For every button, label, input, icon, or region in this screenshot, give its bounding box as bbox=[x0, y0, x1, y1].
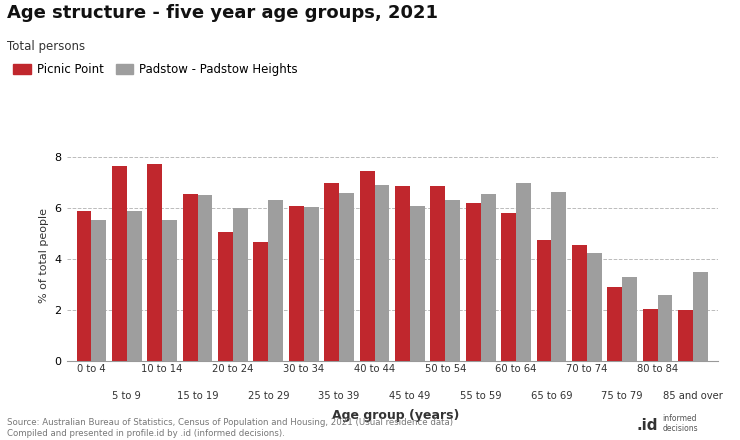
Bar bbox=[218, 232, 233, 361]
Text: 75 to 79: 75 to 79 bbox=[602, 391, 643, 401]
Bar bbox=[481, 194, 496, 361]
Bar bbox=[303, 207, 319, 361]
Bar bbox=[339, 193, 354, 361]
Legend: Picnic Point, Padstow - Padstow Heights: Picnic Point, Padstow - Padstow Heights bbox=[13, 63, 297, 76]
Text: Source: Australian Bureau of Statistics, Census of Population and Housing, 2021 : Source: Australian Bureau of Statistics,… bbox=[7, 418, 454, 438]
Bar bbox=[289, 205, 303, 361]
Bar bbox=[431, 187, 445, 361]
Text: .id: .id bbox=[636, 418, 658, 433]
Bar bbox=[183, 194, 198, 361]
Bar bbox=[551, 191, 566, 361]
Bar bbox=[269, 201, 283, 361]
Bar bbox=[445, 201, 460, 361]
Bar bbox=[501, 213, 516, 361]
Text: informed
decisions: informed decisions bbox=[662, 414, 698, 433]
Bar bbox=[198, 195, 212, 361]
Bar bbox=[360, 171, 374, 361]
Bar bbox=[465, 203, 481, 361]
Text: 25 to 29: 25 to 29 bbox=[247, 391, 289, 401]
Bar bbox=[112, 166, 127, 361]
Text: Age structure - five year age groups, 2021: Age structure - five year age groups, 20… bbox=[7, 4, 438, 22]
Bar bbox=[91, 220, 107, 361]
Text: 45 to 49: 45 to 49 bbox=[389, 391, 431, 401]
Bar bbox=[622, 277, 637, 361]
Text: 35 to 39: 35 to 39 bbox=[318, 391, 360, 401]
Bar bbox=[587, 253, 602, 361]
Bar bbox=[395, 187, 410, 361]
Bar bbox=[678, 310, 693, 361]
Bar bbox=[374, 185, 389, 361]
Bar bbox=[147, 164, 162, 361]
Text: 15 to 19: 15 to 19 bbox=[177, 391, 218, 401]
Bar bbox=[516, 183, 531, 361]
Text: Age group (years): Age group (years) bbox=[332, 409, 460, 422]
Bar bbox=[693, 272, 708, 361]
Bar bbox=[254, 242, 269, 361]
Bar bbox=[658, 295, 673, 361]
Bar bbox=[608, 287, 622, 361]
Bar bbox=[643, 308, 658, 361]
Bar bbox=[410, 205, 425, 361]
Bar bbox=[76, 211, 91, 361]
Text: 5 to 9: 5 to 9 bbox=[112, 391, 141, 401]
Bar bbox=[572, 245, 587, 361]
Text: 85 and over: 85 and over bbox=[663, 391, 723, 401]
Text: 65 to 69: 65 to 69 bbox=[531, 391, 572, 401]
Bar bbox=[127, 211, 141, 361]
Text: 55 to 59: 55 to 59 bbox=[460, 391, 502, 401]
Bar bbox=[536, 240, 551, 361]
Bar bbox=[162, 220, 177, 361]
Y-axis label: % of total people: % of total people bbox=[39, 208, 49, 303]
Bar bbox=[324, 183, 339, 361]
Bar bbox=[233, 208, 248, 361]
Text: Total persons: Total persons bbox=[7, 40, 86, 53]
